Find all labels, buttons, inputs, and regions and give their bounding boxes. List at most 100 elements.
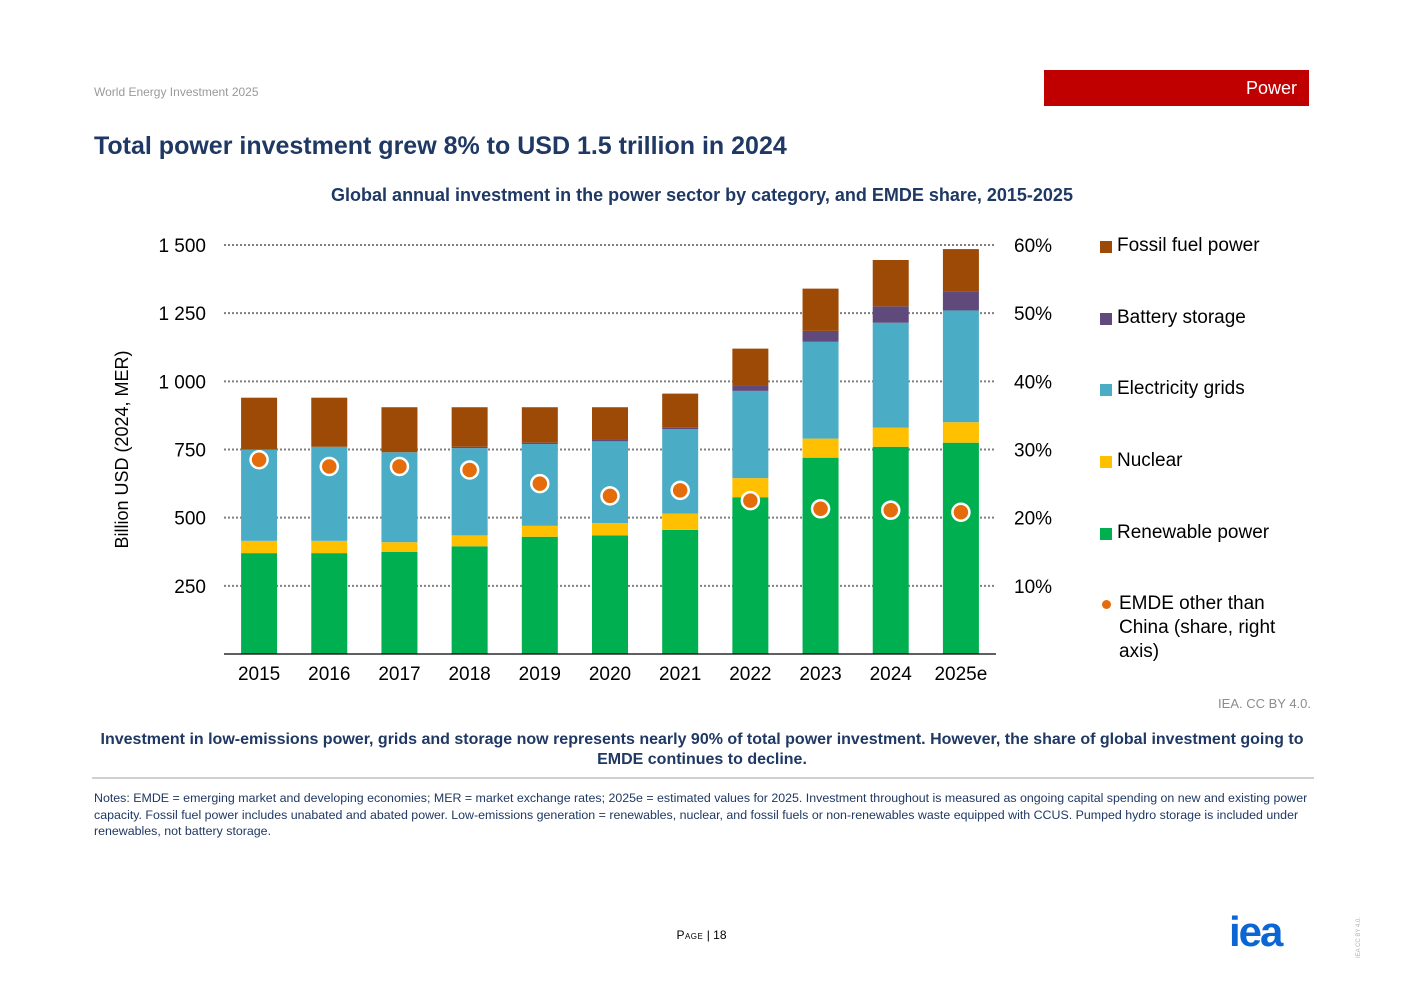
bar-fossil-fuel-power (802, 288, 839, 331)
x-tick-label: 2019 (519, 664, 561, 685)
bar-battery-storage (662, 427, 699, 430)
y2-tick-label: 60% (1014, 236, 1052, 257)
bar-electricity-grids (802, 341, 839, 439)
legend-item: Battery storage (1100, 306, 1310, 330)
x-tick-label: 2021 (659, 664, 701, 685)
bar-renewable-power (942, 442, 979, 654)
y-tick-label: 1 500 (158, 236, 206, 257)
legend-item: Electricity grids (1100, 377, 1310, 401)
legend-item: Nuclear (1100, 449, 1310, 473)
divider (92, 777, 1314, 779)
emde-share-marker (951, 502, 971, 522)
bar-renewable-power (872, 446, 909, 654)
bar-battery-storage (802, 330, 839, 342)
bar-renewable-power (241, 553, 278, 654)
bar-electricity-grids (662, 429, 699, 514)
page-headline: Total power investment grew 8% to USD 1.… (94, 132, 787, 160)
y2-tick-label: 30% (1014, 441, 1052, 462)
bar-nuclear (592, 523, 628, 536)
y-tick-label: 1 000 (158, 372, 206, 393)
bar-renewable-power (381, 551, 418, 654)
y2-tick-label: 40% (1014, 372, 1052, 393)
chart-title: Global annual investment in the power se… (331, 185, 1073, 205)
bar-fossil-fuel-power (521, 407, 558, 443)
document-title: World Energy Investment 2025 (94, 85, 259, 99)
x-tick-label: 2025e (934, 664, 987, 685)
bar-fossil-fuel-power (732, 348, 769, 386)
bar-renewable-power (662, 529, 699, 654)
bar-renewable-power (592, 535, 628, 654)
bar-battery-storage (732, 385, 769, 391)
page-number-value: | 18 (706, 928, 727, 942)
emde-share-marker (319, 456, 340, 477)
x-tick-label: 2024 (870, 664, 913, 685)
svg-text:iea: iea (1229, 913, 1284, 953)
emde-share-marker (600, 486, 620, 506)
bar-nuclear (381, 542, 418, 552)
x-tick-label: 2022 (729, 664, 771, 685)
iea-logo: iea (1229, 913, 1286, 953)
bar-fossil-fuel-power (942, 249, 979, 292)
legend-swatch (1100, 384, 1112, 396)
y-tick-label: 1 250 (158, 304, 206, 325)
bar-renewable-power (521, 536, 558, 654)
y-tick-label: 750 (174, 441, 206, 462)
bar-fossil-fuel-power (311, 397, 348, 447)
bar-renewable-power (732, 497, 769, 654)
bar-electricity-grids (872, 322, 909, 428)
legend-swatch (1100, 313, 1112, 325)
emde-share-marker (459, 460, 480, 480)
bar-nuclear (872, 427, 909, 447)
emde-share-marker (249, 449, 269, 470)
x-tick-label: 2016 (308, 664, 350, 685)
emde-share-marker (810, 499, 831, 519)
legend-label: Nuclear (1117, 450, 1183, 471)
page-word: Page (676, 928, 704, 942)
y-tick-label: 500 (174, 509, 206, 530)
bar-nuclear (451, 535, 488, 547)
bar-battery-storage (451, 446, 488, 449)
x-tick-label: 2017 (378, 664, 420, 685)
bar-electricity-grids (732, 390, 769, 479)
bar-renewable-power (451, 546, 488, 654)
legend-swatch (1100, 456, 1112, 468)
bar-nuclear (732, 478, 769, 498)
bar-nuclear (241, 540, 278, 554)
emde-share-marker (740, 490, 761, 511)
bar-battery-storage (521, 442, 558, 445)
bar-fossil-fuel-power (662, 393, 699, 428)
emde-share-marker (389, 456, 410, 477)
legend-label: Electricity grids (1117, 378, 1245, 399)
bar-fossil-fuel-power (451, 407, 488, 447)
bar-fossil-fuel-power (241, 397, 278, 450)
emde-share-marker (880, 500, 901, 520)
bar-battery-storage (872, 306, 909, 323)
x-tick-label: 2020 (589, 664, 631, 685)
legend-label: Renewable power (1117, 522, 1270, 543)
legend-label: Battery storage (1117, 307, 1246, 328)
y2-tick-label: 20% (1014, 509, 1052, 530)
bar-nuclear (802, 438, 839, 458)
legend-label: Fossil fuel power (1117, 235, 1260, 256)
chart-notes: Notes: EMDE = emerging market and develo… (94, 791, 1308, 838)
bar-fossil-fuel-power (592, 407, 628, 440)
side-license-note: IEA CC BY 4.0. (1356, 917, 1362, 958)
legend-swatch (1102, 600, 1111, 609)
stacked-bar-chart: 250 500 750 1 000 1 250 1 500 10% 20% 30% 40% 50% 6… (112, 236, 1052, 685)
chart-takeaway: Investment in low-emissions power, grids… (100, 731, 1304, 768)
x-tick-label: 2018 (448, 664, 490, 685)
bar-electricity-grids (592, 441, 628, 524)
bar-renewable-power (802, 457, 839, 654)
source-credit: IEA. CC BY 4.0. (1218, 696, 1311, 711)
x-tick-label: 2015 (238, 664, 280, 685)
legend-label: EMDE other than China (share, right axis… (1119, 593, 1276, 662)
bar-electricity-grids (942, 310, 979, 423)
section-tag: Power (1044, 70, 1309, 106)
legend-item: EMDE other than China (share, right axis… (1100, 592, 1310, 664)
bar-nuclear (521, 525, 558, 537)
y-tick-label: 250 (174, 577, 206, 598)
legend-swatch (1100, 241, 1112, 253)
emde-share-marker (670, 480, 690, 501)
bar-nuclear (662, 513, 699, 530)
emde-share-marker (530, 473, 550, 494)
